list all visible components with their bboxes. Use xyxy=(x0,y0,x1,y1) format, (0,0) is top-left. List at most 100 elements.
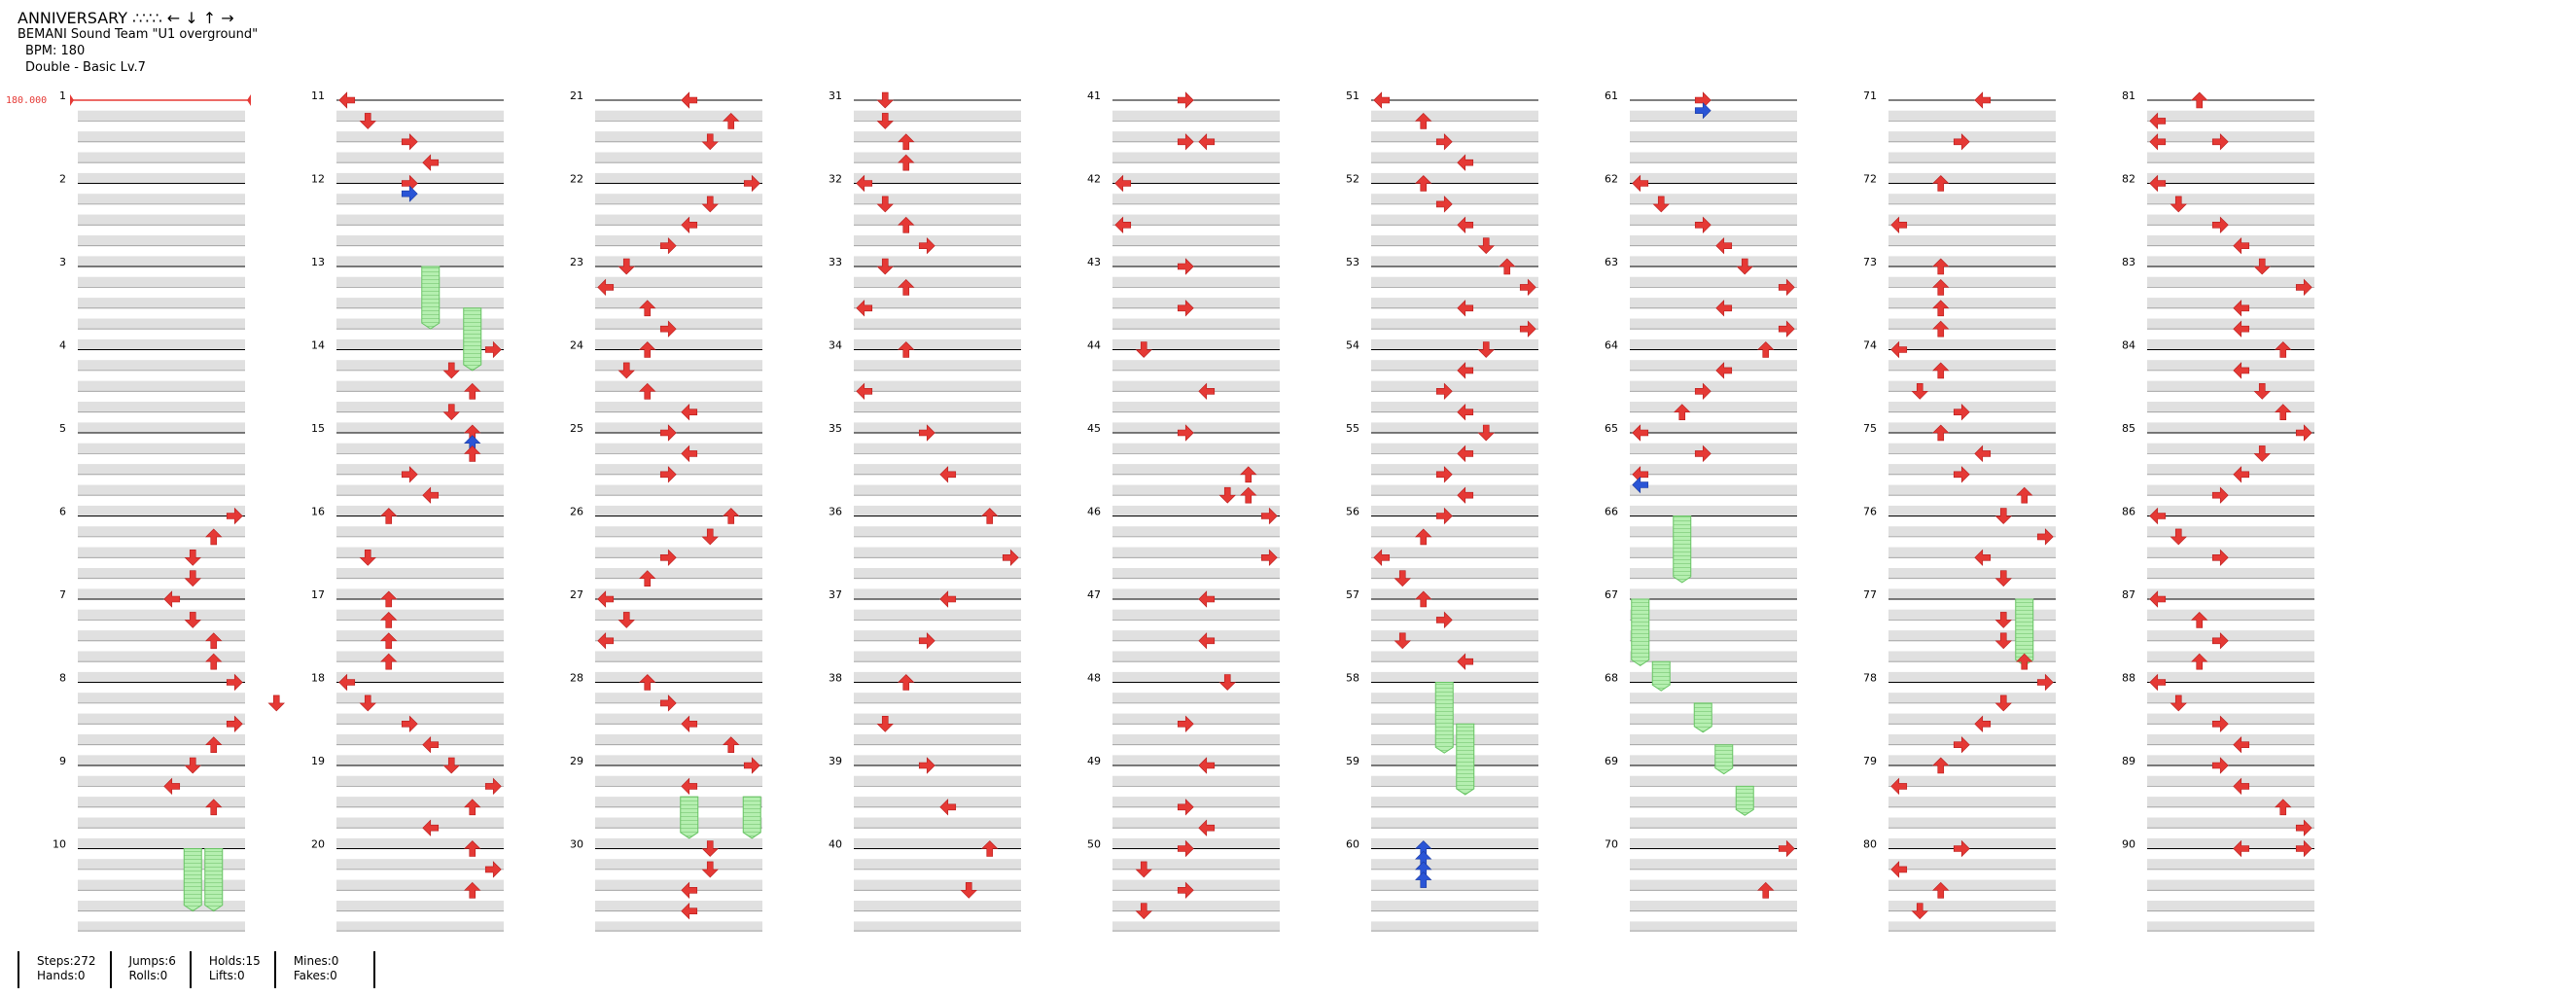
tap-arrow-icon xyxy=(981,840,999,857)
stat-group: Steps:272 Hands:0 xyxy=(18,951,110,988)
measure-44: 44 xyxy=(1087,339,1280,434)
measure-73: 73 xyxy=(1863,256,2056,350)
measure-number: 5 xyxy=(59,422,66,435)
measure-63: 63 xyxy=(1605,256,1797,350)
measure-number: 45 xyxy=(1087,422,1101,435)
measure-19: 19 xyxy=(311,755,504,849)
tap-arrow-icon xyxy=(205,632,223,650)
measure-27: 27 xyxy=(570,588,762,683)
tap-arrow-icon xyxy=(2149,112,2167,130)
hold-note xyxy=(1456,723,1475,796)
sixteenth-arrow-icon xyxy=(1415,872,1432,888)
measure-number: 86 xyxy=(2122,506,2135,518)
measure-41: 41 xyxy=(1087,89,1280,184)
tap-arrow-icon xyxy=(681,216,698,234)
tap-arrow-icon xyxy=(876,715,894,732)
tap-arrow-icon xyxy=(597,278,615,297)
tap-arrow-icon xyxy=(2211,757,2229,774)
measure-number: 1 xyxy=(59,89,66,102)
measure-number: 7 xyxy=(59,588,66,601)
sixteenth-arrow-icon xyxy=(1694,101,1711,120)
measure-22: 22 xyxy=(570,173,762,267)
measure-88: 88 xyxy=(2122,672,2314,766)
tap-arrow-icon xyxy=(2295,819,2312,836)
measure-30: 30 xyxy=(570,838,762,933)
tap-arrow-icon xyxy=(876,196,894,213)
tap-arrow-icon xyxy=(1457,216,1474,234)
tap-arrow-icon xyxy=(1519,320,1536,338)
measure-37: 37 xyxy=(829,588,1021,683)
tap-arrow-icon xyxy=(2275,799,2292,816)
measure-number: 59 xyxy=(1346,755,1359,767)
tap-arrow-icon xyxy=(1890,216,1908,234)
tap-arrow-icon xyxy=(898,133,915,151)
measure-76: 76 xyxy=(1863,506,2056,600)
measure-number: 65 xyxy=(1605,422,1618,435)
measure-number: 78 xyxy=(1863,672,1877,685)
measure-number: 46 xyxy=(1087,506,1101,518)
measure-11: 11 xyxy=(311,89,504,184)
measure-79: 79 xyxy=(1863,755,2056,849)
tap-arrow-icon xyxy=(918,236,935,255)
measure-number: 83 xyxy=(2122,256,2135,268)
tap-arrow-icon xyxy=(1778,839,1795,858)
measure-number: 35 xyxy=(829,422,842,435)
hold-note xyxy=(421,266,441,330)
tap-arrow-icon xyxy=(743,757,760,774)
hold-note xyxy=(1714,744,1734,775)
stat-line: Fakes:0 xyxy=(293,969,337,982)
tap-arrow-icon xyxy=(484,861,502,878)
tap-arrow-icon xyxy=(1694,445,1711,463)
measure-number: 82 xyxy=(2122,173,2135,186)
measure-35: 35 xyxy=(829,422,1021,516)
tap-arrow-icon xyxy=(1135,903,1152,920)
tap-arrow-icon xyxy=(2016,653,2033,670)
measure-4: 4 xyxy=(59,339,245,434)
tap-arrow-icon xyxy=(1135,861,1152,878)
measure-number: 42 xyxy=(1087,173,1101,186)
tap-arrow-icon xyxy=(681,777,698,796)
measure-14: 14 xyxy=(311,339,504,434)
stat-line: Steps:272 xyxy=(37,954,96,968)
tap-arrow-icon xyxy=(1499,258,1516,275)
tap-arrow-icon xyxy=(1932,424,1950,442)
stats-footer: Steps:272 Hands:0 Jumps:6 Rolls:0 Holds:15 Li… xyxy=(18,951,376,988)
measure-71: 71 xyxy=(1863,89,2056,184)
measure-number: 4 xyxy=(59,339,66,352)
measure-65: 65 xyxy=(1605,422,1797,516)
measure-89: 89 xyxy=(2122,755,2314,849)
tap-arrow-icon xyxy=(918,757,935,774)
tap-arrow-icon xyxy=(442,404,460,421)
tap-arrow-icon xyxy=(1177,91,1194,109)
tap-arrow-icon xyxy=(1632,424,1649,442)
tap-arrow-icon xyxy=(1632,174,1649,193)
stat-group: Jumps:6 Rolls:0 xyxy=(109,951,190,988)
measure-67: 67 xyxy=(1605,588,1797,683)
measure-46: 46 xyxy=(1087,506,1280,600)
stat-line: Mines:0 xyxy=(293,954,339,968)
measure-number: 74 xyxy=(1863,339,1877,352)
tap-arrow-icon xyxy=(1198,590,1216,608)
measure-number: 14 xyxy=(311,339,325,352)
tap-arrow-icon xyxy=(723,736,740,754)
measure-number: 49 xyxy=(1087,755,1101,767)
tap-arrow-icon xyxy=(2211,486,2229,504)
measure-number: 62 xyxy=(1605,173,1618,186)
tap-arrow-icon xyxy=(2191,611,2208,628)
measure-number: 64 xyxy=(1605,339,1618,352)
tap-arrow-icon xyxy=(639,382,656,400)
tap-arrow-icon xyxy=(701,840,719,857)
tap-arrow-icon xyxy=(1198,757,1216,774)
measure-number: 25 xyxy=(570,422,583,435)
tap-arrow-icon xyxy=(205,528,223,546)
tap-arrow-icon xyxy=(701,528,719,546)
tap-arrow-icon xyxy=(898,674,915,691)
tap-arrow-icon xyxy=(876,91,894,109)
measure-25: 25 xyxy=(570,422,762,516)
tap-arrow-icon xyxy=(1953,403,1970,421)
measure-26: 26 xyxy=(570,506,762,600)
tap-arrow-icon xyxy=(1674,404,1691,421)
tap-arrow-icon xyxy=(960,881,977,899)
tap-arrow-icon xyxy=(1477,424,1495,442)
measure-number: 20 xyxy=(311,838,325,851)
